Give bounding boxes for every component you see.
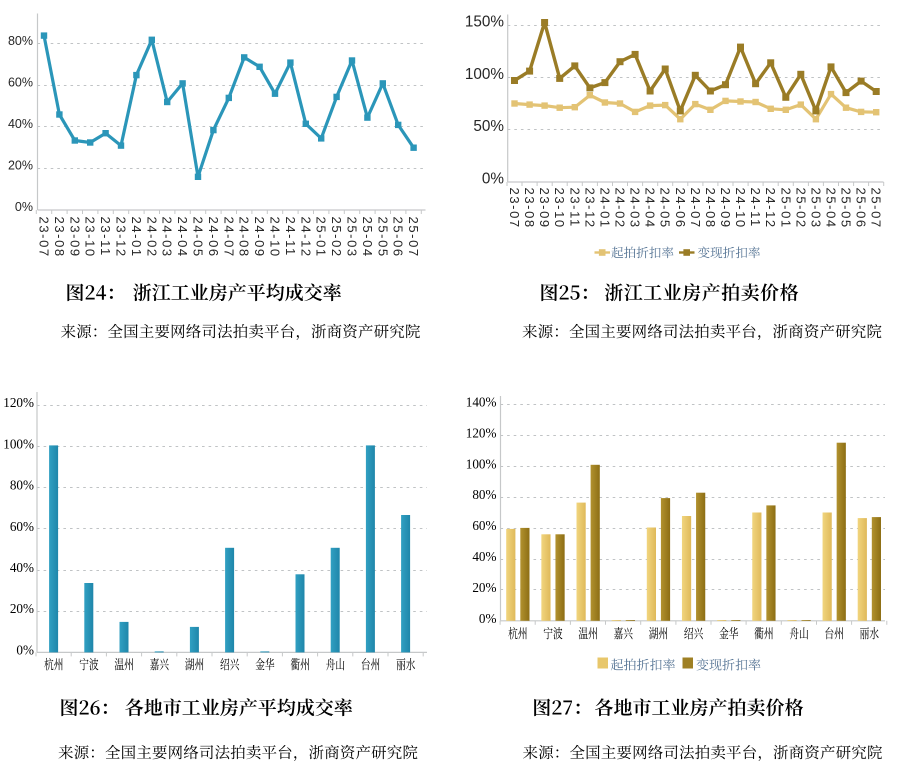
svg-text:40%: 40% — [8, 117, 33, 131]
svg-text:24-12: 24-12 — [763, 188, 778, 229]
svg-text:20%: 20% — [472, 580, 496, 595]
svg-text:25-02: 25-02 — [329, 217, 344, 258]
svg-text:23-09: 23-09 — [67, 217, 82, 258]
svg-text:25-01: 25-01 — [778, 188, 793, 229]
svg-text:24-11: 24-11 — [748, 188, 763, 228]
svg-text:24-10: 24-10 — [268, 217, 283, 258]
svg-text:24-09: 24-09 — [718, 188, 733, 229]
svg-text:25-04: 25-04 — [824, 188, 839, 229]
svg-text:80%: 80% — [10, 478, 34, 493]
svg-text:23-12: 23-12 — [114, 217, 129, 258]
svg-text:23-09: 23-09 — [537, 188, 552, 229]
svg-text:150%: 150% — [465, 14, 505, 31]
svg-text:23-07: 23-07 — [37, 217, 52, 258]
svg-text:24-10: 24-10 — [733, 188, 748, 229]
svg-text:140%: 140% — [466, 395, 497, 410]
svg-text:40%: 40% — [10, 560, 34, 575]
svg-text:100%: 100% — [466, 456, 497, 471]
svg-text:24-07: 24-07 — [221, 217, 236, 258]
svg-text:0%: 0% — [16, 642, 34, 657]
svg-text:23-12: 23-12 — [582, 188, 597, 229]
svg-text:25-01: 25-01 — [314, 217, 329, 258]
svg-text:24-02: 24-02 — [613, 188, 628, 229]
svg-text:120%: 120% — [3, 395, 34, 410]
svg-text:20%: 20% — [8, 159, 33, 173]
svg-text:100%: 100% — [3, 436, 34, 451]
svg-text:24-06: 24-06 — [673, 188, 688, 229]
svg-text:24-01: 24-01 — [597, 188, 612, 229]
svg-text:25-05: 25-05 — [375, 217, 390, 258]
svg-text:24-02: 24-02 — [144, 217, 159, 258]
svg-text:80%: 80% — [8, 34, 33, 48]
svg-text:23-08: 23-08 — [522, 188, 537, 229]
svg-text:60%: 60% — [8, 75, 33, 89]
svg-text:24-08: 24-08 — [237, 217, 252, 258]
svg-text:24-05: 24-05 — [191, 217, 206, 258]
svg-text:25-06: 25-06 — [391, 217, 406, 258]
svg-text:25-03: 25-03 — [808, 188, 823, 229]
svg-text:24-07: 24-07 — [688, 188, 703, 229]
svg-text:24-05: 24-05 — [658, 188, 673, 229]
svg-text:24-04: 24-04 — [175, 217, 190, 258]
svg-text:24-04: 24-04 — [643, 188, 658, 229]
svg-text:24-09: 24-09 — [252, 217, 267, 258]
svg-text:25-04: 25-04 — [360, 217, 375, 258]
svg-text:23-10: 23-10 — [552, 188, 567, 229]
svg-text:23-07: 23-07 — [507, 188, 522, 229]
svg-text:20%: 20% — [10, 601, 34, 616]
svg-text:0%: 0% — [482, 171, 505, 188]
svg-text:24-01: 24-01 — [129, 217, 144, 258]
svg-text:24-12: 24-12 — [298, 217, 313, 258]
svg-text:80%: 80% — [472, 487, 496, 502]
svg-text:0%: 0% — [15, 200, 33, 214]
svg-text:60%: 60% — [10, 519, 34, 534]
svg-text:60%: 60% — [472, 518, 496, 533]
svg-text:24-08: 24-08 — [703, 188, 718, 229]
svg-text:23-11: 23-11 — [567, 188, 582, 228]
svg-text:23-11: 23-11 — [98, 217, 113, 257]
svg-text:23-10: 23-10 — [83, 217, 98, 258]
svg-text:25-07: 25-07 — [869, 188, 884, 229]
svg-text:24-11: 24-11 — [283, 217, 298, 257]
svg-text:24-03: 24-03 — [628, 188, 643, 229]
svg-text:24-06: 24-06 — [206, 217, 221, 258]
svg-text:25-07: 25-07 — [406, 217, 421, 258]
svg-text:25-06: 25-06 — [854, 188, 869, 229]
svg-text:50%: 50% — [473, 118, 504, 135]
svg-text:24-03: 24-03 — [160, 217, 175, 258]
svg-text:25-02: 25-02 — [793, 188, 808, 229]
svg-text:25-03: 25-03 — [345, 217, 360, 258]
svg-text:23-08: 23-08 — [52, 217, 67, 258]
svg-text:0%: 0% — [479, 611, 497, 626]
svg-text:100%: 100% — [465, 66, 505, 83]
svg-text:120%: 120% — [466, 425, 497, 440]
svg-text:25-05: 25-05 — [839, 188, 854, 229]
svg-text:40%: 40% — [472, 549, 496, 564]
